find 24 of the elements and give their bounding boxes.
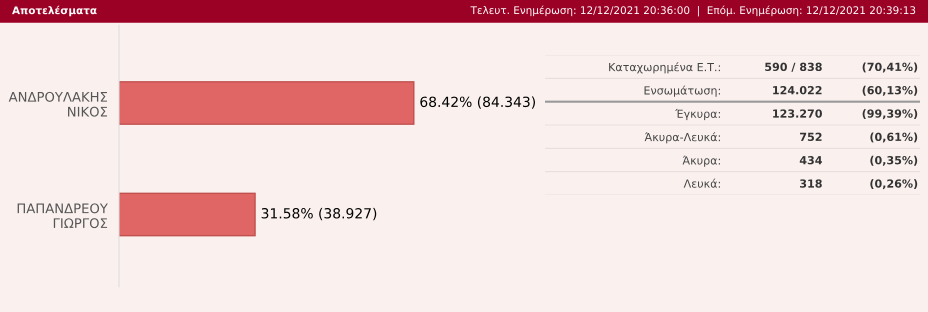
text: (0,35%): [870, 156, 918, 166]
data-label: 68.42% (84.343): [420, 96, 535, 109]
text: (70,41%): [862, 62, 918, 72]
text: 590 / 838: [765, 62, 822, 72]
y-tick-label: ΠΑΠΑΝΔΡΕΟΥ ΓΙΩΡΓΟΣ: [18, 203, 108, 228]
chart-title: Αποτελέσματα: [12, 6, 97, 16]
text: Άκυρα:: [682, 156, 720, 167]
text: (60,13%): [862, 86, 918, 96]
text: (99,39%): [862, 109, 918, 120]
text: Άκυρα-Λευκά:: [644, 132, 720, 144]
text: 434: [800, 156, 822, 164]
data-label: 31.58% (38.927): [262, 208, 376, 220]
text: Ενσωμάτωση:: [644, 86, 720, 97]
text: Λευκά:: [684, 178, 720, 188]
y-tick-label: ΑΝΔΡΟΥΛΑΚΗΣ ΝΙΚΟΣ: [8, 92, 108, 117]
text: (0,61%): [870, 132, 918, 142]
text: Καταχωρημένα Ε.Τ.:: [609, 62, 720, 74]
text: 124.022: [773, 86, 822, 94]
text: 318: [800, 179, 822, 188]
text: (0,26%): [870, 179, 918, 190]
text: Έγκυρα:: [675, 108, 720, 120]
text: 123.270: [773, 109, 822, 118]
text: 752: [800, 132, 822, 142]
text: Τελευτ. Ενημέρωση: 12/12/2021 20:36:00 | Επόμ. Ενημέρωση: 12/12/2021 20:39:13: [470, 6, 916, 16]
